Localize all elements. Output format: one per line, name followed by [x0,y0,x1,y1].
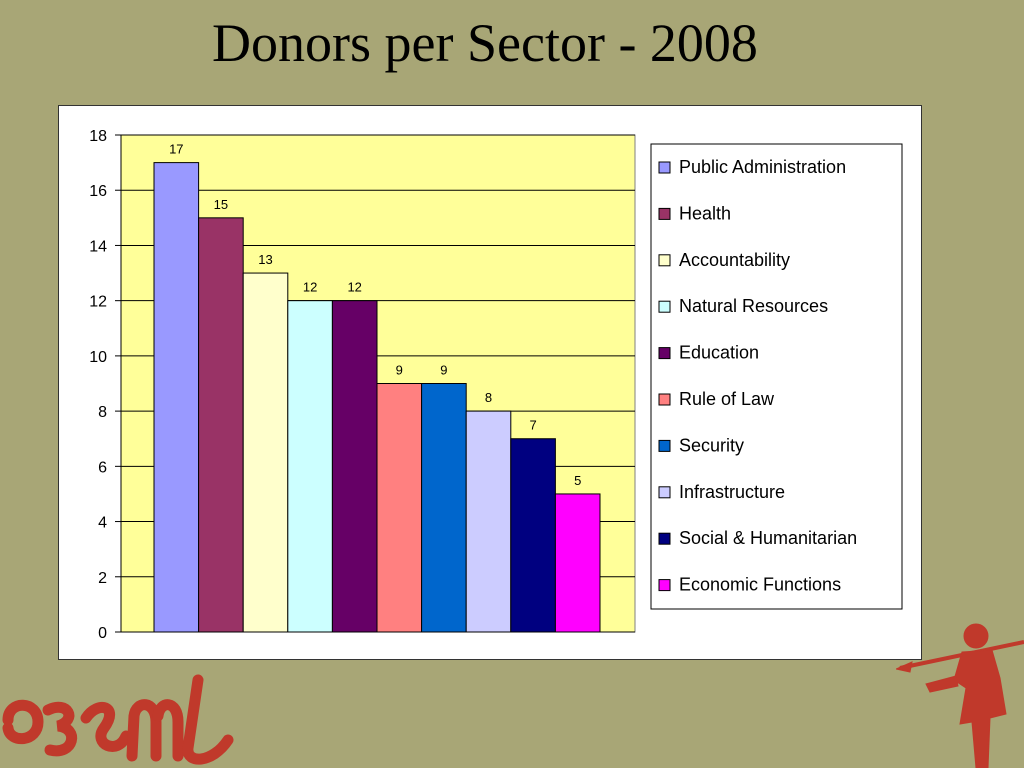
data-label: 12 [347,280,361,295]
legend-swatch [658,254,671,267]
legend-entry: Rule of Law [679,389,775,409]
bar [465,410,512,633]
legend-swatch [658,579,671,592]
y-tick-label: 10 [89,349,107,366]
data-label: 13 [258,252,272,267]
warrior-with-spear-icon [896,623,1024,768]
y-tick-label: 12 [89,294,107,311]
bar-chart: 0 2 4 6 8 10 12 14 16 18 17 15 13 12 12 9 9 8 7 5 Public Ad… [89,128,903,642]
y-tick-label: 14 [89,238,107,255]
legend: Public Administration Health Accountabilit… [650,143,903,610]
legend-box [650,143,903,610]
legend-entry: Health [679,203,731,223]
plot-area: 0 2 4 6 8 10 12 14 16 18 17 15 13 12 12 9 9 8 7 5 [89,128,636,642]
y-tick-label: 18 [89,128,107,145]
bar [287,300,333,633]
bar [376,383,423,633]
bar [198,217,244,633]
legend-entry: Accountability [679,250,790,270]
bar [554,493,601,633]
legend-entry: Public Administration [679,157,846,177]
data-label: 5 [574,473,581,488]
legend-swatch [658,439,671,452]
y-tick-label: 6 [98,459,107,476]
legend-entry: Social & Humanitarian [679,528,857,548]
data-label: 7 [529,418,536,433]
data-label: 9 [396,363,403,378]
bar [331,300,378,633]
legend-entry: Natural Resources [679,296,828,316]
legend-swatch [658,300,671,313]
data-label: 8 [485,390,492,405]
data-label: 15 [214,197,228,212]
legend-entry: Education [679,343,759,363]
slide-title: Donors per Sector - 2008 [212,13,758,73]
legend-swatch [658,347,671,360]
legend-swatch [658,532,671,545]
legend-swatch [658,207,671,220]
legend-entry: Security [679,435,744,455]
y-tick-label: 0 [98,625,107,642]
legend-swatch [658,161,671,174]
y-tick-label: 8 [98,404,107,421]
data-label: 17 [169,142,183,157]
georgian-script-logo [2,674,234,765]
y-tick-label: 16 [89,183,107,200]
y-tick-label: 4 [98,515,107,532]
legend-entry: Infrastructure [679,482,785,502]
legend-entry: Economic Functions [679,575,841,595]
legend-swatch [658,393,671,406]
legend-swatch [658,486,671,499]
data-label: 12 [303,280,317,295]
bar [510,438,556,633]
bar [153,162,200,633]
y-tick-label: 2 [98,570,107,587]
data-label: 9 [440,363,447,378]
bar [242,272,289,633]
chart-frame: 0 2 4 6 8 10 12 14 16 18 17 15 13 12 12 9 9 8 7 5 Public Ad… [58,105,922,660]
bar [421,383,467,633]
